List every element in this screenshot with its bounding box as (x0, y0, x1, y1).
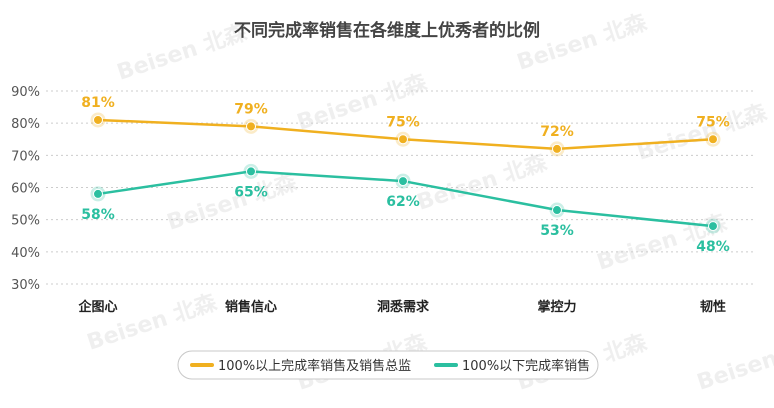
y-axis: 90% 80% 70% 60% 50% 40% 30% (11, 85, 40, 293)
data-label: 48% (696, 239, 730, 255)
series-2: 58% 65% 62% 53% 48% (81, 163, 730, 255)
data-point (246, 166, 256, 177)
y-tick-label: 40% (11, 246, 40, 261)
chart-title: 不同完成率销售在各维度上优秀者的比例 (234, 20, 540, 41)
y-tick-label: 80% (11, 117, 40, 132)
watermark-text: Beisen 北森 (694, 329, 774, 396)
data-point (246, 121, 256, 132)
x-tick-label: 洞悉需求 (377, 299, 430, 315)
data-point (93, 114, 103, 125)
legend-label-series-1: 100%以上完成率销售及销售总监 (218, 358, 411, 374)
watermark-text: Beisen 北森 (514, 9, 651, 76)
data-point (552, 143, 562, 154)
data-label: 81% (81, 95, 115, 111)
data-point (398, 134, 408, 145)
data-point (398, 176, 408, 187)
y-tick-label: 90% (11, 85, 40, 100)
y-tick-label: 30% (11, 278, 40, 293)
data-label: 79% (234, 101, 268, 117)
legend-frame (177, 350, 599, 380)
y-tick-label: 70% (11, 149, 40, 164)
gridlines (46, 90, 754, 285)
data-point (93, 188, 103, 199)
data-label: 75% (386, 114, 420, 130)
data-label: 75% (696, 114, 730, 130)
x-tick-label: 企图心 (77, 299, 117, 315)
x-tick-label: 韧性 (700, 299, 726, 315)
series-1: 81% 79% 75% 72% 75% (81, 95, 730, 157)
data-label: 62% (386, 194, 420, 210)
legend-label-series-2: 100%以下完成率销售 (462, 358, 590, 374)
y-tick-label: 60% (11, 182, 40, 197)
data-label: 72% (540, 124, 574, 140)
data-point (708, 221, 718, 232)
series-layer: 81% 79% 75% 72% 75% 58% 65% 62% 53% 48% (81, 95, 730, 255)
watermark-text: Beisen 北森 (114, 19, 251, 86)
x-axis: 企图心 销售信心 洞悉需求 掌控力 韧性 (77, 299, 726, 315)
data-label: 65% (234, 184, 268, 200)
x-tick-label: 掌控力 (537, 299, 576, 315)
legend: 100%以上完成率销售及销售总监 100%以下完成率销售 (177, 350, 599, 380)
x-tick-label: 销售信心 (225, 299, 277, 315)
data-point (552, 205, 562, 216)
data-point (708, 134, 718, 145)
data-label: 53% (540, 223, 574, 239)
y-tick-label: 50% (11, 214, 40, 229)
watermark-text: Beisen 北森 (164, 169, 301, 236)
data-label: 58% (81, 207, 115, 223)
